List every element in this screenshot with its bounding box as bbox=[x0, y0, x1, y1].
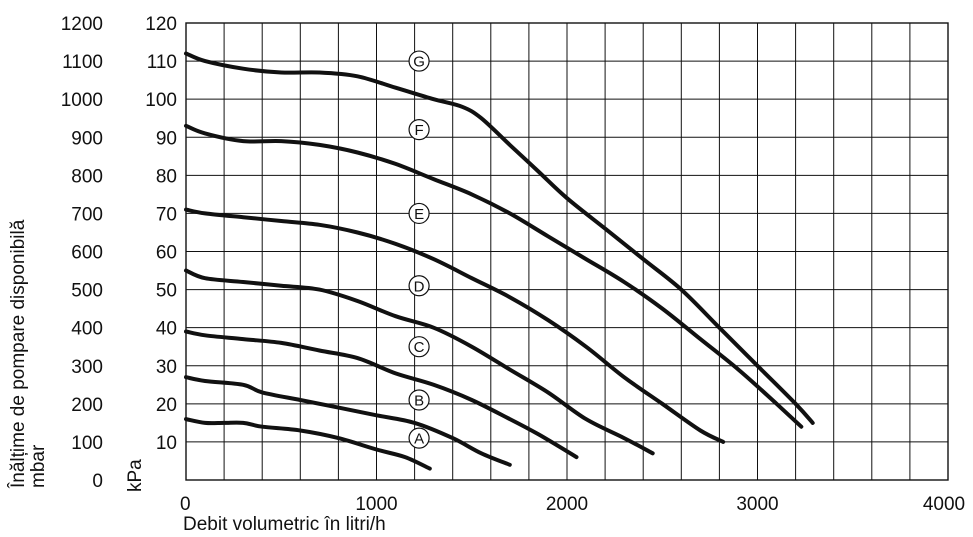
marker-circle-d bbox=[408, 275, 430, 297]
series-curves bbox=[184, 51, 815, 471]
marker-circle-a bbox=[408, 427, 430, 449]
marker-circle-g bbox=[408, 50, 430, 72]
curve-e bbox=[184, 207, 726, 444]
kpa-tick-label: 100 bbox=[145, 90, 177, 111]
mbar-tick-label: 0 bbox=[92, 471, 103, 492]
plot-frame bbox=[185, 22, 949, 481]
marker-c: C bbox=[408, 336, 430, 358]
x-tick-label: 4000 bbox=[923, 494, 965, 515]
mbar-tick-label: 300 bbox=[71, 357, 103, 378]
marker-label-e: E bbox=[414, 206, 424, 223]
marker-a: A bbox=[408, 427, 430, 449]
kpa-tick-label: 90 bbox=[156, 128, 177, 149]
mbar-tick-label: 500 bbox=[71, 281, 103, 302]
marker-label-f: F bbox=[414, 122, 423, 139]
y-axis-title: Înălțime de pompare disponibilă bbox=[7, 219, 29, 489]
marker-label-d: D bbox=[414, 278, 425, 295]
x-tick-label: 1000 bbox=[355, 494, 397, 515]
kpa-tick-label: 20 bbox=[156, 395, 177, 416]
mbar-tick-label: 1100 bbox=[62, 52, 103, 73]
curve-d bbox=[184, 268, 655, 456]
mbar-tick-label: 800 bbox=[71, 166, 103, 187]
curve-f bbox=[184, 123, 804, 429]
kpa-axis: 10 20 30 40 50 60 70 80 90 100 110 120 bbox=[145, 14, 177, 454]
kpa-tick-label: 30 bbox=[156, 357, 177, 378]
marker-circle-e bbox=[408, 202, 430, 225]
marker-circle-f bbox=[408, 119, 430, 141]
marker-d: D bbox=[408, 275, 430, 297]
marker-circle-b bbox=[408, 389, 430, 411]
kpa-tick-label: 40 bbox=[156, 319, 177, 340]
curve-c bbox=[184, 329, 579, 460]
x-tick-label: 0 bbox=[180, 494, 191, 515]
mbar-tick-label: 900 bbox=[71, 128, 103, 149]
kpa-tick-label: 10 bbox=[156, 433, 177, 454]
kpa-tick-label: 60 bbox=[156, 243, 177, 264]
mbar-tick-label: 600 bbox=[71, 243, 103, 264]
marker-b: B bbox=[408, 389, 430, 411]
marker-g: G bbox=[408, 50, 430, 72]
mbar-tick-label: 400 bbox=[71, 319, 103, 340]
marker-f: F bbox=[408, 119, 430, 141]
mbar-tick-label: 1000 bbox=[61, 90, 103, 111]
series-markers: A B C D E F G bbox=[408, 50, 430, 449]
marker-label-b: B bbox=[414, 393, 424, 410]
mbar-unit-label: mbar bbox=[28, 444, 49, 488]
x-tick-label: 3000 bbox=[736, 494, 778, 515]
curve-b bbox=[184, 375, 512, 467]
x-tick-label: 2000 bbox=[546, 494, 588, 515]
grid bbox=[186, 23, 948, 480]
marker-label-c: C bbox=[414, 339, 425, 356]
mbar-axis: 0 100 200 300 400 500 600 700 800 900 1000 1100 1200 bbox=[61, 14, 103, 492]
curve-g bbox=[184, 51, 815, 425]
x-axis: 0 1000 2000 3000 4000 bbox=[180, 494, 965, 515]
kpa-tick-label: 50 bbox=[156, 281, 177, 302]
mbar-tick-label: 1200 bbox=[61, 14, 103, 35]
kpa-tick-label: 110 bbox=[147, 52, 177, 73]
x-axis-title: Debit volumetric în litri/h bbox=[183, 514, 386, 535]
kpa-tick-label: 70 bbox=[156, 204, 177, 225]
mbar-tick-label: 700 bbox=[71, 204, 103, 225]
marker-e: E bbox=[408, 202, 430, 225]
mbar-tick-label: 200 bbox=[71, 395, 103, 416]
kpa-tick-label: 120 bbox=[145, 14, 177, 35]
kpa-tick-label: 80 bbox=[156, 166, 177, 187]
marker-circle-c bbox=[408, 336, 430, 358]
marker-label-a: A bbox=[414, 431, 424, 448]
mbar-tick-label: 100 bbox=[71, 433, 103, 454]
kpa-unit-label: kPa bbox=[125, 459, 146, 492]
marker-label-g: G bbox=[413, 54, 425, 71]
curve-a bbox=[184, 417, 432, 471]
